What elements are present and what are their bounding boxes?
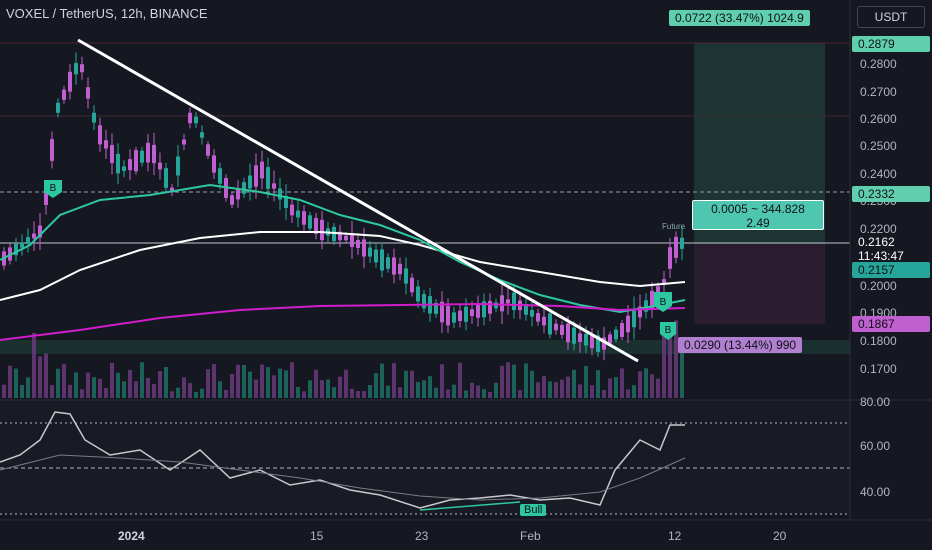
price-badge: 0.2157: [852, 262, 930, 278]
price-badge: 0.1867: [852, 316, 930, 332]
price-badge: 11:43:47: [852, 248, 930, 264]
risk-reward-line2: 2.49: [746, 216, 770, 230]
buy-marker: B: [660, 322, 676, 340]
time-tick: 2024: [118, 529, 145, 543]
bull-label: Bull: [520, 504, 547, 516]
risk-reward-line1: 0.0005 ~ 344.828: [711, 202, 805, 216]
rsi-line: [0, 411, 685, 509]
price-tick: 0.2000: [860, 279, 897, 293]
price-tick: 0.2600: [860, 112, 897, 126]
ema-magenta-line: [0, 302, 686, 341]
stop-zone: [694, 244, 825, 324]
chart-title: VOXEL / TetherUS, 12h, BINANCE: [6, 6, 208, 21]
candles: [2, 52, 684, 361]
price-tick: 0.2200: [860, 222, 897, 236]
price-badge: 0.2879: [852, 36, 930, 52]
trend-line[interactable]: [77, 38, 639, 363]
rsi-panel: [0, 400, 850, 515]
time-tick: 20: [773, 529, 787, 543]
rsi-tick: 60.00: [860, 439, 891, 453]
svg-text:B: B: [665, 325, 672, 336]
svg-text:B: B: [660, 297, 667, 308]
price-tick: 0.1700: [860, 362, 897, 376]
price-badge: 0.2332: [852, 186, 930, 202]
ema-white-line: [0, 231, 686, 301]
bull-divergence-line: [419, 501, 521, 511]
buy-marker: B: [44, 180, 62, 198]
target-info-box: 0.0722 (33.47%) 1024.9: [669, 10, 810, 26]
ema-green-line: [0, 183, 686, 314]
risk-reward-box: 0.0005 ~ 344.828 2.49: [692, 200, 824, 230]
time-tick: 23: [415, 529, 429, 543]
rsi-tick: 40.00: [860, 485, 891, 499]
price-tick: 0.1800: [860, 334, 897, 348]
buy-marker: B: [654, 292, 672, 312]
price-tick: 0.2500: [860, 139, 897, 153]
time-tick: Feb: [520, 529, 541, 543]
support-band: [0, 340, 850, 354]
currency-button[interactable]: USDT: [857, 6, 925, 28]
price-badge: 0.2162: [852, 234, 930, 250]
futures-label: Future: [662, 222, 686, 231]
price-tick: 0.2800: [860, 57, 897, 71]
price-tick: 0.2700: [860, 85, 897, 99]
price-tick: 0.2400: [860, 167, 897, 181]
stop-info-box: 0.0290 (13.44%) 990: [678, 337, 803, 353]
svg-text:B: B: [50, 183, 57, 194]
time-tick: 15: [310, 529, 324, 543]
time-tick: 12: [668, 529, 682, 543]
rsi-ma-line: [0, 454, 686, 501]
rsi-tick: 80.00: [860, 395, 891, 409]
volume-bars: [2, 320, 684, 398]
